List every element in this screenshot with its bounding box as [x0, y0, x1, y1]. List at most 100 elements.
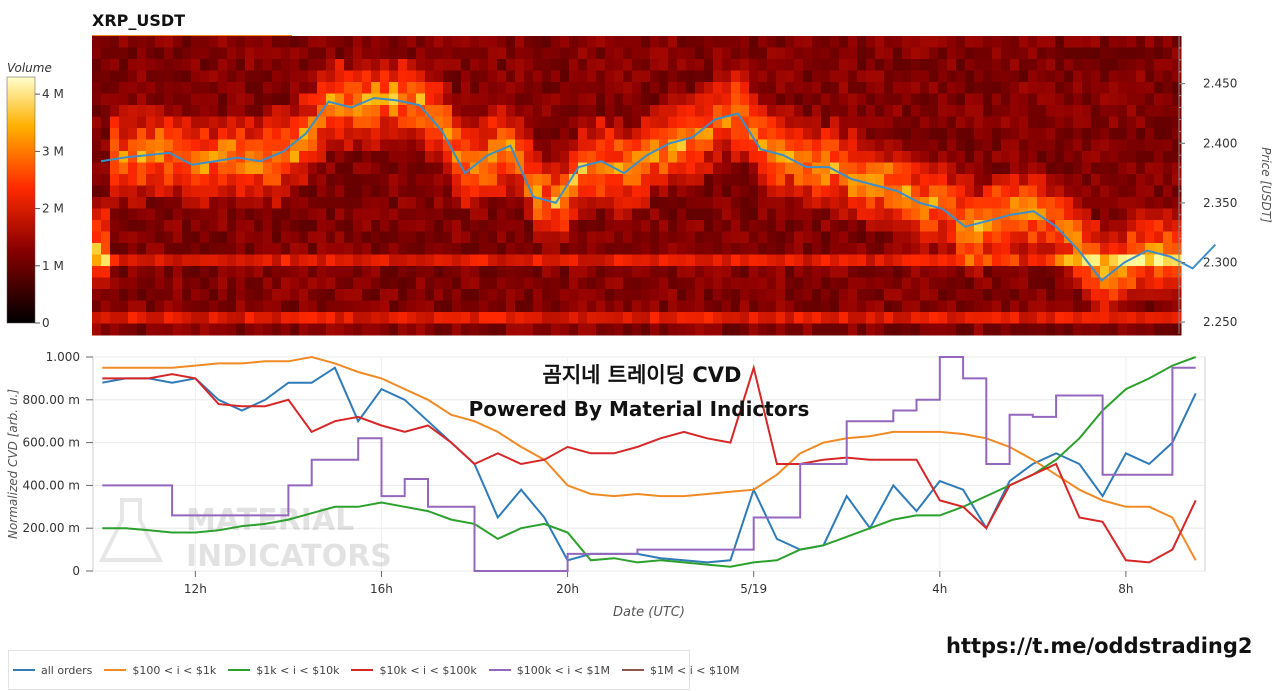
legend-item[interactable]: $100 < i < $1k: [104, 664, 216, 677]
heatmap-cell: [128, 312, 138, 324]
heatmap-cell: [965, 174, 975, 186]
heatmap-cell: [281, 312, 291, 324]
heatmap-cell: [758, 312, 768, 324]
heatmap-cell: [326, 47, 336, 60]
heatmap-cell: [299, 312, 309, 324]
chart-title: XRP_USDT: [92, 11, 185, 30]
heatmap-cell: [1136, 47, 1146, 60]
heatmap-cell: [128, 36, 138, 48]
heatmap-cell: [425, 36, 435, 48]
heatmap-cell: [677, 82, 687, 94]
heatmap-cell: [1109, 70, 1119, 83]
heatmap-cell: [1127, 254, 1137, 267]
heatmap-cell: [209, 277, 219, 290]
heatmap-cell: [389, 174, 399, 186]
heatmap-cell: [506, 197, 516, 209]
heatmap-cell: [1109, 47, 1119, 60]
heatmap-cell: [1055, 266, 1065, 278]
heatmap-cell: [1100, 59, 1110, 71]
heatmap-cell: [974, 105, 984, 117]
heatmap-cell: [920, 82, 930, 94]
heatmap-cell: [1019, 105, 1029, 117]
heatmap-cell: [830, 231, 840, 244]
heatmap-cell: [974, 300, 984, 313]
heatmap-cell: [371, 174, 381, 186]
heatmap-cell: [1055, 243, 1065, 255]
heatmap-cell: [1073, 323, 1083, 336]
heatmap-cell: [434, 151, 444, 163]
heatmap-cell: [533, 128, 543, 140]
heatmap-cell: [1073, 128, 1083, 140]
heatmap-cell: [1109, 185, 1119, 198]
legend-item[interactable]: $10k < i < $100k: [351, 664, 477, 677]
heatmap-cell: [893, 208, 903, 221]
heatmap-cell: [470, 266, 480, 278]
heatmap-cell: [893, 243, 903, 255]
heatmap-cell: [830, 312, 840, 324]
heatmap-cell: [740, 185, 750, 198]
heatmap-cell: [479, 139, 489, 152]
heatmap-cell: [740, 93, 750, 106]
heatmap-cell: [875, 243, 885, 255]
heatmap-cell: [605, 82, 615, 94]
heatmap-cell: [623, 185, 633, 198]
heatmap-cell: [173, 93, 183, 106]
heatmap-cell: [893, 312, 903, 324]
heatmap-cell: [263, 197, 273, 209]
heatmap-cell: [1091, 231, 1101, 244]
legend-item[interactable]: $1M < i < $10M: [622, 664, 739, 677]
heatmap-cell: [173, 266, 183, 278]
heatmap-cell: [605, 323, 615, 336]
legend-item[interactable]: all orders: [13, 664, 92, 677]
heatmap-cell: [119, 254, 129, 267]
heatmap-cell: [146, 105, 156, 117]
heatmap-cell: [1127, 151, 1137, 163]
heatmap-cell: [641, 323, 651, 336]
heatmap-cell: [542, 174, 552, 186]
heatmap-cell: [461, 105, 471, 117]
heatmap-cell: [704, 162, 714, 175]
heatmap-cell: [173, 323, 183, 336]
heatmap-cell: [110, 93, 120, 106]
heatmap-cell: [812, 231, 822, 244]
heatmap-cell: [668, 36, 678, 48]
heatmap-cell: [623, 277, 633, 290]
heatmap-cell: [983, 254, 993, 267]
heatmap-cell: [92, 300, 102, 313]
heatmap-cell: [929, 254, 939, 267]
heatmap-cell: [92, 59, 102, 71]
telegram-link[interactable]: https://t.me/oddstrading2: [946, 634, 1253, 658]
heatmap-cell: [884, 151, 894, 163]
heatmap-cell: [830, 128, 840, 140]
heatmap-cell: [605, 220, 615, 232]
heatmap-cell: [173, 231, 183, 244]
heatmap-cell: [128, 59, 138, 71]
heatmap-panel: [92, 36, 1217, 336]
heatmap-cell: [956, 139, 966, 152]
heatmap-cell: [371, 82, 381, 94]
legend-item[interactable]: $1k < i < $10k: [228, 664, 339, 677]
heatmap-cell: [668, 93, 678, 106]
heatmap-cell: [1055, 231, 1065, 244]
heatmap-cell: [164, 323, 174, 336]
heatmap-cell: [722, 243, 732, 255]
heatmap-cell: [767, 47, 777, 60]
heatmap-cell: [731, 243, 741, 255]
heatmap-cell: [281, 220, 291, 232]
heatmap-cell: [182, 243, 192, 255]
heatmap-cell: [1037, 312, 1047, 324]
heatmap-cell: [902, 47, 912, 60]
heatmap-cell: [164, 105, 174, 117]
heatmap-cell: [794, 254, 804, 267]
heatmap-cell: [902, 82, 912, 94]
legend-item[interactable]: $100k < i < $1M: [488, 664, 610, 677]
heatmap-cell: [992, 266, 1002, 278]
heatmap-cell: [686, 208, 696, 221]
heatmap-cell: [407, 36, 417, 48]
heatmap-cell: [209, 82, 219, 94]
heatmap-cell: [1145, 289, 1155, 301]
heatmap-cell: [794, 93, 804, 106]
heatmap-cell: [704, 289, 714, 301]
heatmap-cell: [578, 243, 588, 255]
heatmap-cell: [353, 93, 363, 106]
